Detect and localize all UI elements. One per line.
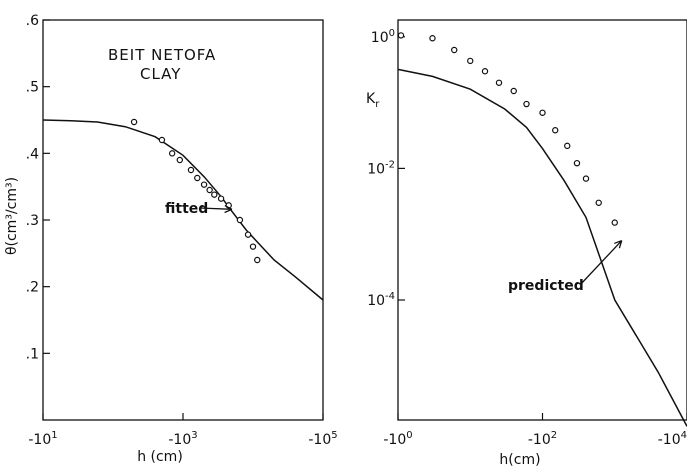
left-y-tick-label: .6 [26,13,39,29]
left-x-tick-label: -101 [28,430,57,448]
right-y-tick-label-exp: 0 [389,28,395,39]
left-x-tick-label-base: -10 [168,432,191,448]
right-data-point [583,176,588,181]
right-annotation-predicted: predicted [508,278,584,294]
right-x-tick-label-base: -10 [383,432,406,448]
left-data-point [245,232,250,237]
right-data-point [468,58,473,63]
left-axis-ticks: -101 -103 -105.1.2.3.4.5.6 [26,13,338,448]
right-data-point [565,143,570,148]
left-y-axis-label: θ(cm³/cm³) [4,177,20,255]
right-data-point [398,33,403,38]
right-data-point [524,101,529,106]
left-data-point [195,175,200,180]
left-y-tick-label: .1 [26,346,39,362]
right-y-tick-label-base: 10 [367,293,385,309]
right-data-point [511,88,516,93]
right-data-point [540,110,545,115]
right-annotation-arrow [580,241,622,285]
left-x-tick-label-base: -10 [308,432,331,448]
right-y-tick-label-exp: -2 [385,159,395,170]
right-y-tick-label-base: 10 [367,161,385,177]
left-x-tick-label: -103 [168,430,197,448]
right-x-tick-label-base: -10 [528,432,551,448]
right-y-tick-label: 100 [371,28,395,46]
left-x-axis-label: h (cm) [137,449,183,465]
left-y-tick-label: .4 [26,146,39,162]
right-data-point [596,200,601,205]
left-data-point [255,257,260,262]
left-title-line-2: CLAY [140,65,181,83]
right-y-axis-label: Kr [366,91,380,110]
right-data-point [452,47,457,52]
left-annotation-fitted: fitted [165,201,208,217]
left-data-point [212,192,217,197]
left-title-line-1: BEIT NETOFA [108,46,216,64]
right-data-point [574,161,579,166]
right-predicted-curve [398,69,687,426]
left-y-tick-label: .2 [26,280,39,296]
right-x-tick-label-base: -10 [658,432,681,448]
right-x-tick-label-exp: 4 [681,430,687,441]
left-plot-frame [43,20,323,420]
left-data-point [250,244,255,249]
left-x-tick-label-exp: 3 [191,430,197,441]
left-data-point [177,157,182,162]
right-y-tick-label-exp: -4 [385,291,395,302]
left-data-point [237,217,242,222]
left-x-tick-label: -105 [308,430,337,448]
left-y-tick-label: .5 [26,80,39,96]
left-x-tick-label-base: -10 [28,432,51,448]
right-data-point [553,128,558,133]
left-chart: -101 -103 -105.1.2.3.4.5.6 BEIT NETOFA CLA… [4,13,338,465]
left-x-tick-label-exp: 1 [51,430,57,441]
left-data-point [159,137,164,142]
left-y-tick-label: .3 [26,213,39,229]
left-data-point [218,196,223,201]
right-data-point [612,220,617,225]
left-data-point [131,119,136,124]
left-data-point [188,167,193,172]
right-data-point [496,80,501,85]
right-x-tick-label-exp: 0 [406,430,412,441]
right-x-axis-label: h(cm) [499,452,540,468]
right-x-tick-label: -102 [528,430,557,448]
left-data-point [207,187,212,192]
right-y-tick-label: 10-2 [367,159,395,177]
right-series [398,33,687,427]
left-x-tick-label-exp: 5 [331,430,337,441]
left-data-point [170,151,175,156]
left-data-point [201,182,206,187]
right-y-tick-label-base: 10 [371,30,389,46]
right-data-point [482,69,487,74]
right-y-tick-label: 10-4 [367,291,395,309]
right-x-tick-label: -100 [383,430,412,448]
right-x-tick-label-exp: 2 [551,430,557,441]
right-data-point [430,36,435,41]
right-y-axis-label-sub: r [375,99,380,110]
right-x-tick-label: -104 [658,430,687,448]
